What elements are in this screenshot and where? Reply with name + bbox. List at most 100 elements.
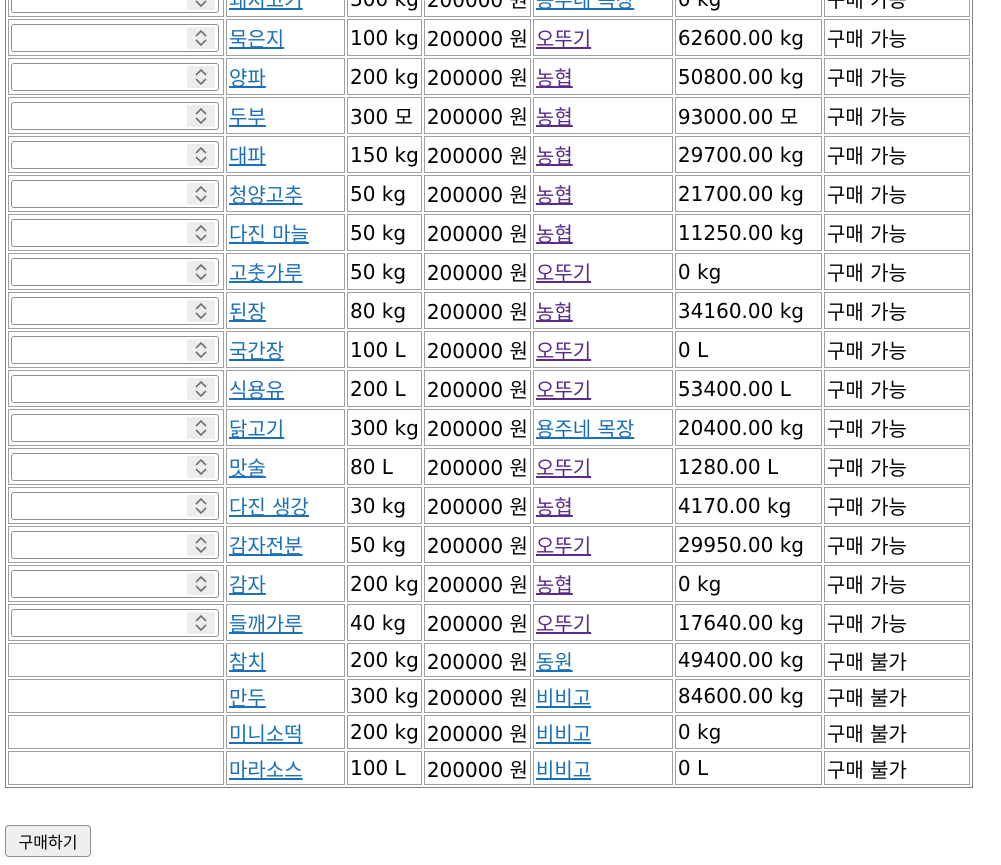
item-name-cell[interactable]: 국간장	[226, 331, 345, 368]
item-name-link[interactable]: 국간장	[229, 339, 285, 363]
item-name-cell[interactable]: 감자	[226, 565, 345, 602]
quantity-cell[interactable]	[8, 526, 224, 563]
up-down-chevron-icon[interactable]	[187, 0, 215, 10]
item-name-cell[interactable]: 고춧가루	[226, 253, 345, 290]
item-name-cell[interactable]: 양파	[226, 58, 345, 95]
item-name-link[interactable]: 두부	[229, 105, 266, 129]
supplier-cell[interactable]: 농협	[532, 214, 673, 251]
item-name-link[interactable]: 마라소스	[229, 757, 303, 782]
supplier-link[interactable]: 농협	[535, 300, 573, 324]
quantity-stepper[interactable]	[11, 101, 219, 130]
item-name-cell[interactable]: 닭고기	[226, 409, 345, 446]
supplier-cell[interactable]: 오뚜기	[532, 19, 673, 56]
quantity-cell[interactable]	[8, 409, 224, 446]
item-name-cell[interactable]: 미니소떡	[226, 715, 345, 749]
quantity-cell[interactable]	[8, 214, 224, 251]
up-down-chevron-icon[interactable]	[187, 221, 215, 244]
item-name-link[interactable]: 만두	[229, 685, 266, 710]
up-down-chevron-icon[interactable]	[187, 26, 215, 49]
quantity-stepper[interactable]	[11, 140, 219, 169]
quantity-input[interactable]	[12, 492, 196, 519]
supplier-cell[interactable]: 오뚜기	[532, 448, 673, 485]
quantity-input[interactable]	[12, 375, 196, 402]
up-down-chevron-icon[interactable]	[187, 143, 215, 166]
supplier-link[interactable]: 농협	[535, 222, 573, 246]
supplier-link[interactable]: 농협	[535, 573, 573, 597]
supplier-cell[interactable]: 농협	[532, 136, 673, 173]
up-down-chevron-icon[interactable]	[187, 65, 215, 88]
quantity-stepper[interactable]	[11, 296, 219, 325]
quantity-cell[interactable]	[8, 19, 224, 56]
up-down-chevron-icon[interactable]	[187, 494, 215, 517]
quantity-stepper[interactable]	[11, 257, 219, 286]
item-name-cell[interactable]: 된장	[226, 292, 345, 329]
supplier-link[interactable]: 오뚜기	[535, 339, 592, 363]
quantity-stepper[interactable]	[11, 218, 219, 247]
supplier-link[interactable]: 동원	[535, 649, 573, 674]
quantity-input[interactable]	[12, 453, 196, 480]
item-name-cell[interactable]: 참치	[226, 643, 345, 677]
item-name-cell[interactable]: 대파	[226, 136, 345, 173]
item-name-cell[interactable]: 만두	[226, 679, 345, 713]
item-name-link[interactable]: 식용유	[229, 378, 285, 402]
item-name-cell[interactable]: 묵은지	[226, 19, 345, 56]
item-name-link[interactable]: 청양고추	[229, 183, 303, 207]
item-name-link[interactable]: 닭고기	[229, 417, 285, 441]
quantity-input[interactable]	[12, 102, 196, 129]
supplier-link[interactable]: 용주네 목장	[535, 417, 635, 441]
item-name-cell[interactable]: 식용유	[226, 370, 345, 407]
quantity-input[interactable]	[12, 531, 196, 558]
quantity-cell[interactable]	[8, 0, 224, 17]
item-name-link[interactable]: 들깨가루	[229, 612, 303, 636]
supplier-cell[interactable]: 농협	[532, 97, 673, 134]
item-name-link[interactable]: 다진 마늘	[229, 222, 309, 246]
quantity-cell[interactable]	[8, 565, 224, 602]
up-down-chevron-icon[interactable]	[187, 182, 215, 205]
quantity-stepper[interactable]	[11, 374, 219, 403]
item-name-link[interactable]: 감자	[229, 573, 266, 597]
quantity-stepper[interactable]	[11, 452, 219, 481]
supplier-link[interactable]: 오뚜기	[535, 27, 592, 51]
quantity-cell[interactable]	[8, 370, 224, 407]
quantity-cell[interactable]	[8, 448, 224, 485]
quantity-stepper[interactable]	[11, 608, 219, 637]
quantity-stepper[interactable]	[11, 413, 219, 442]
item-name-link[interactable]: 고춧가루	[229, 261, 303, 285]
item-name-link[interactable]: 미니소떡	[229, 721, 303, 746]
item-name-cell[interactable]: 다진 마늘	[226, 214, 345, 251]
quantity-input[interactable]	[12, 219, 196, 246]
supplier-cell[interactable]: 농협	[532, 292, 673, 329]
quantity-stepper[interactable]	[11, 569, 219, 598]
supplier-link[interactable]: 농협	[535, 66, 573, 90]
quantity-cell[interactable]	[8, 136, 224, 173]
up-down-chevron-icon[interactable]	[187, 533, 215, 556]
quantity-stepper[interactable]	[11, 23, 219, 52]
item-name-cell[interactable]: 맛술	[226, 448, 345, 485]
supplier-link[interactable]: 오뚜기	[535, 378, 592, 402]
item-name-link[interactable]: 묵은지	[229, 27, 285, 51]
up-down-chevron-icon[interactable]	[187, 572, 215, 595]
quantity-input[interactable]	[12, 336, 196, 363]
item-name-link[interactable]: 된장	[229, 300, 266, 324]
supplier-cell[interactable]: 오뚜기	[532, 526, 673, 563]
supplier-link[interactable]: 오뚜기	[535, 534, 592, 558]
item-name-link[interactable]: 참치	[229, 649, 266, 674]
supplier-link[interactable]: 오뚜기	[535, 612, 592, 636]
item-name-cell[interactable]: 돼지고기	[226, 0, 345, 17]
supplier-cell[interactable]: 비비고	[532, 679, 673, 713]
item-name-link[interactable]: 다진 생강	[229, 495, 309, 519]
up-down-chevron-icon[interactable]	[187, 377, 215, 400]
supplier-cell[interactable]: 오뚜기	[532, 370, 673, 407]
quantity-input[interactable]	[12, 414, 196, 441]
supplier-cell[interactable]: 비비고	[532, 751, 673, 785]
item-name-cell[interactable]: 청양고추	[226, 175, 345, 212]
item-name-cell[interactable]: 감자전분	[226, 526, 345, 563]
quantity-input[interactable]	[12, 24, 196, 51]
item-name-cell[interactable]: 마라소스	[226, 751, 345, 785]
quantity-cell[interactable]	[8, 292, 224, 329]
supplier-cell[interactable]: 오뚜기	[532, 331, 673, 368]
up-down-chevron-icon[interactable]	[187, 416, 215, 439]
quantity-stepper[interactable]	[11, 0, 219, 13]
supplier-cell[interactable]: 농협	[532, 487, 673, 524]
quantity-cell[interactable]	[8, 175, 224, 212]
